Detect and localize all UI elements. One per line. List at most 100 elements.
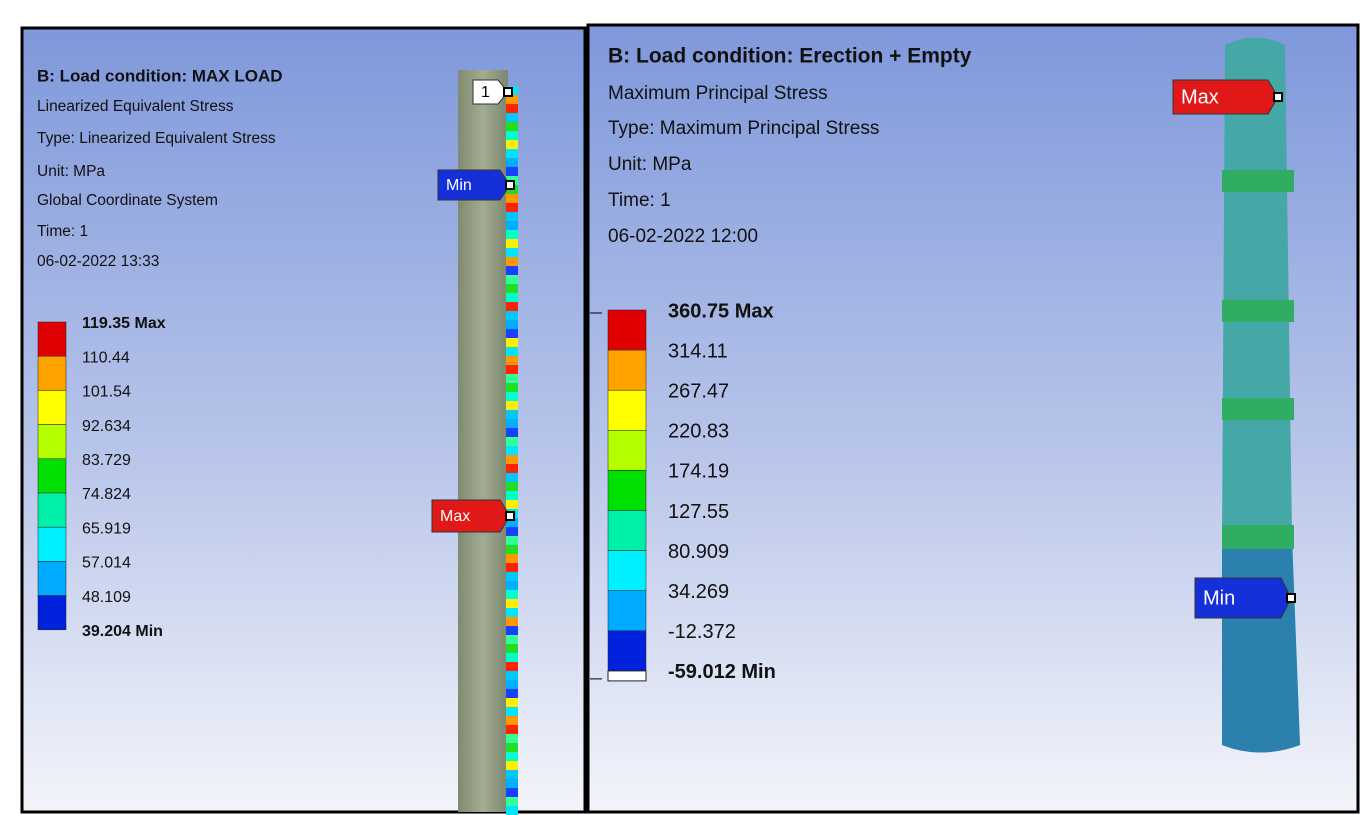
- stripe-cell: [506, 131, 518, 140]
- legend-label: 110.44: [82, 349, 130, 366]
- legend-label: 34.269: [668, 581, 729, 603]
- stripe-cell: [506, 284, 518, 293]
- stripe-cell: [506, 383, 518, 392]
- legend-band: [607, 590, 647, 632]
- stripe-cell: [506, 230, 518, 239]
- legend-label: 360.75 Max: [668, 300, 774, 322]
- probe-point: [505, 511, 515, 521]
- legend-label: 57.014: [82, 555, 131, 572]
- stripe-cell: [506, 365, 518, 374]
- stripe-cell: [506, 527, 518, 536]
- stripe-cell: [506, 617, 518, 626]
- legend-label: 48.109: [82, 589, 131, 606]
- stripe-cell: [506, 473, 518, 482]
- stripe-cell: [506, 806, 518, 815]
- stripe-cell: [506, 545, 518, 554]
- legend-band: [37, 561, 67, 596]
- stripe-cell: [506, 149, 518, 158]
- stripe-cell: [506, 194, 518, 203]
- stripe-cell: [506, 725, 518, 734]
- stripe-cell: [506, 626, 518, 635]
- stripe-cell: [506, 572, 518, 581]
- probe-label: Max: [1181, 86, 1219, 108]
- legend-label: 314.11: [668, 340, 728, 362]
- legend-label: -59.012 Min: [668, 661, 776, 683]
- stripe-cell: [506, 698, 518, 707]
- stripe-cell: [506, 401, 518, 410]
- stripe-cell: [506, 428, 518, 437]
- probe-point: [505, 180, 515, 190]
- info-line: Unit: MPa: [608, 154, 692, 175]
- stripe-cell: [506, 770, 518, 779]
- stripe-cell: [506, 212, 518, 221]
- stripe-cell: [506, 338, 518, 347]
- stripe-cell: [506, 734, 518, 743]
- info-line: 06-02-2022 12:00: [608, 226, 758, 247]
- legend-label: 39.204 Min: [82, 623, 163, 640]
- stripe-cell: [506, 797, 518, 806]
- stripe-cell: [506, 104, 518, 113]
- stripe-cell: [506, 482, 518, 491]
- stripe-cell: [506, 392, 518, 401]
- stripe-cell: [506, 716, 518, 725]
- probe-point: [1286, 593, 1296, 603]
- probe-flag: [1172, 79, 1279, 115]
- stripe-cell: [506, 293, 518, 302]
- stripe-cell: [506, 743, 518, 752]
- info-line: Type: Maximum Principal Stress: [608, 118, 879, 139]
- info-line: Linearized Equivalent Stress: [37, 98, 234, 115]
- stripe-cell: [506, 518, 518, 527]
- legend-label: 74.824: [82, 486, 131, 503]
- stripe-cell: [506, 644, 518, 653]
- legend-label: 119.35 Max: [82, 315, 166, 332]
- legend-band: [37, 595, 67, 631]
- probe-flag: [472, 79, 509, 105]
- stripe-cell: [506, 203, 518, 212]
- stripe-cell: [506, 608, 518, 617]
- legend-label: 174.19: [668, 461, 729, 483]
- stripe-cell: [506, 536, 518, 545]
- probe-label: Min: [446, 177, 472, 194]
- stripe-cell: [506, 221, 518, 230]
- stripe-cell: [506, 491, 518, 500]
- legend-label: 83.729: [82, 452, 131, 469]
- stripe-cell: [506, 347, 518, 356]
- stripe-cell: [506, 410, 518, 419]
- legend-band: [37, 458, 67, 494]
- stripe-cell: [506, 419, 518, 428]
- stripe-cell: [506, 635, 518, 644]
- probe-point: [1273, 92, 1283, 102]
- legend-band: [607, 349, 647, 391]
- stripe-cell: [506, 446, 518, 455]
- stripe-cell: [506, 707, 518, 716]
- stripe-cell: [506, 356, 518, 365]
- legend-band: [607, 430, 647, 471]
- info-line: Time: 1: [37, 223, 88, 240]
- stripe-cell: [506, 599, 518, 608]
- stress-stripe: [506, 86, 518, 815]
- stripe-cell: [506, 302, 518, 311]
- stripe-cell: [506, 140, 518, 149]
- stripe-cell: [506, 113, 518, 122]
- legend-band: [607, 470, 647, 511]
- legend-label: 101.54: [82, 384, 131, 401]
- stripe-cell: [506, 257, 518, 266]
- legend-label: -12.372: [668, 621, 736, 643]
- stripe-cell: [506, 788, 518, 797]
- legend-band: [37, 390, 67, 425]
- stripe-cell: [506, 590, 518, 599]
- stripe-cell: [506, 680, 518, 689]
- info-line: Maximum Principal Stress: [608, 83, 828, 104]
- panel-title: B: Load condition: MAX LOAD: [37, 66, 283, 85]
- stripe-cell: [506, 455, 518, 464]
- info-line: Time: 1: [608, 190, 671, 211]
- legend-band: [37, 424, 67, 460]
- legend-band: [607, 630, 647, 672]
- info-line: Unit: MPa: [37, 163, 105, 180]
- info-line: Global Coordinate System: [37, 192, 218, 209]
- legend-band: [607, 389, 647, 431]
- stripe-cell: [506, 266, 518, 275]
- stripe-cell: [506, 554, 518, 563]
- stripe-cell: [506, 158, 518, 167]
- stripe-cell: [506, 662, 518, 671]
